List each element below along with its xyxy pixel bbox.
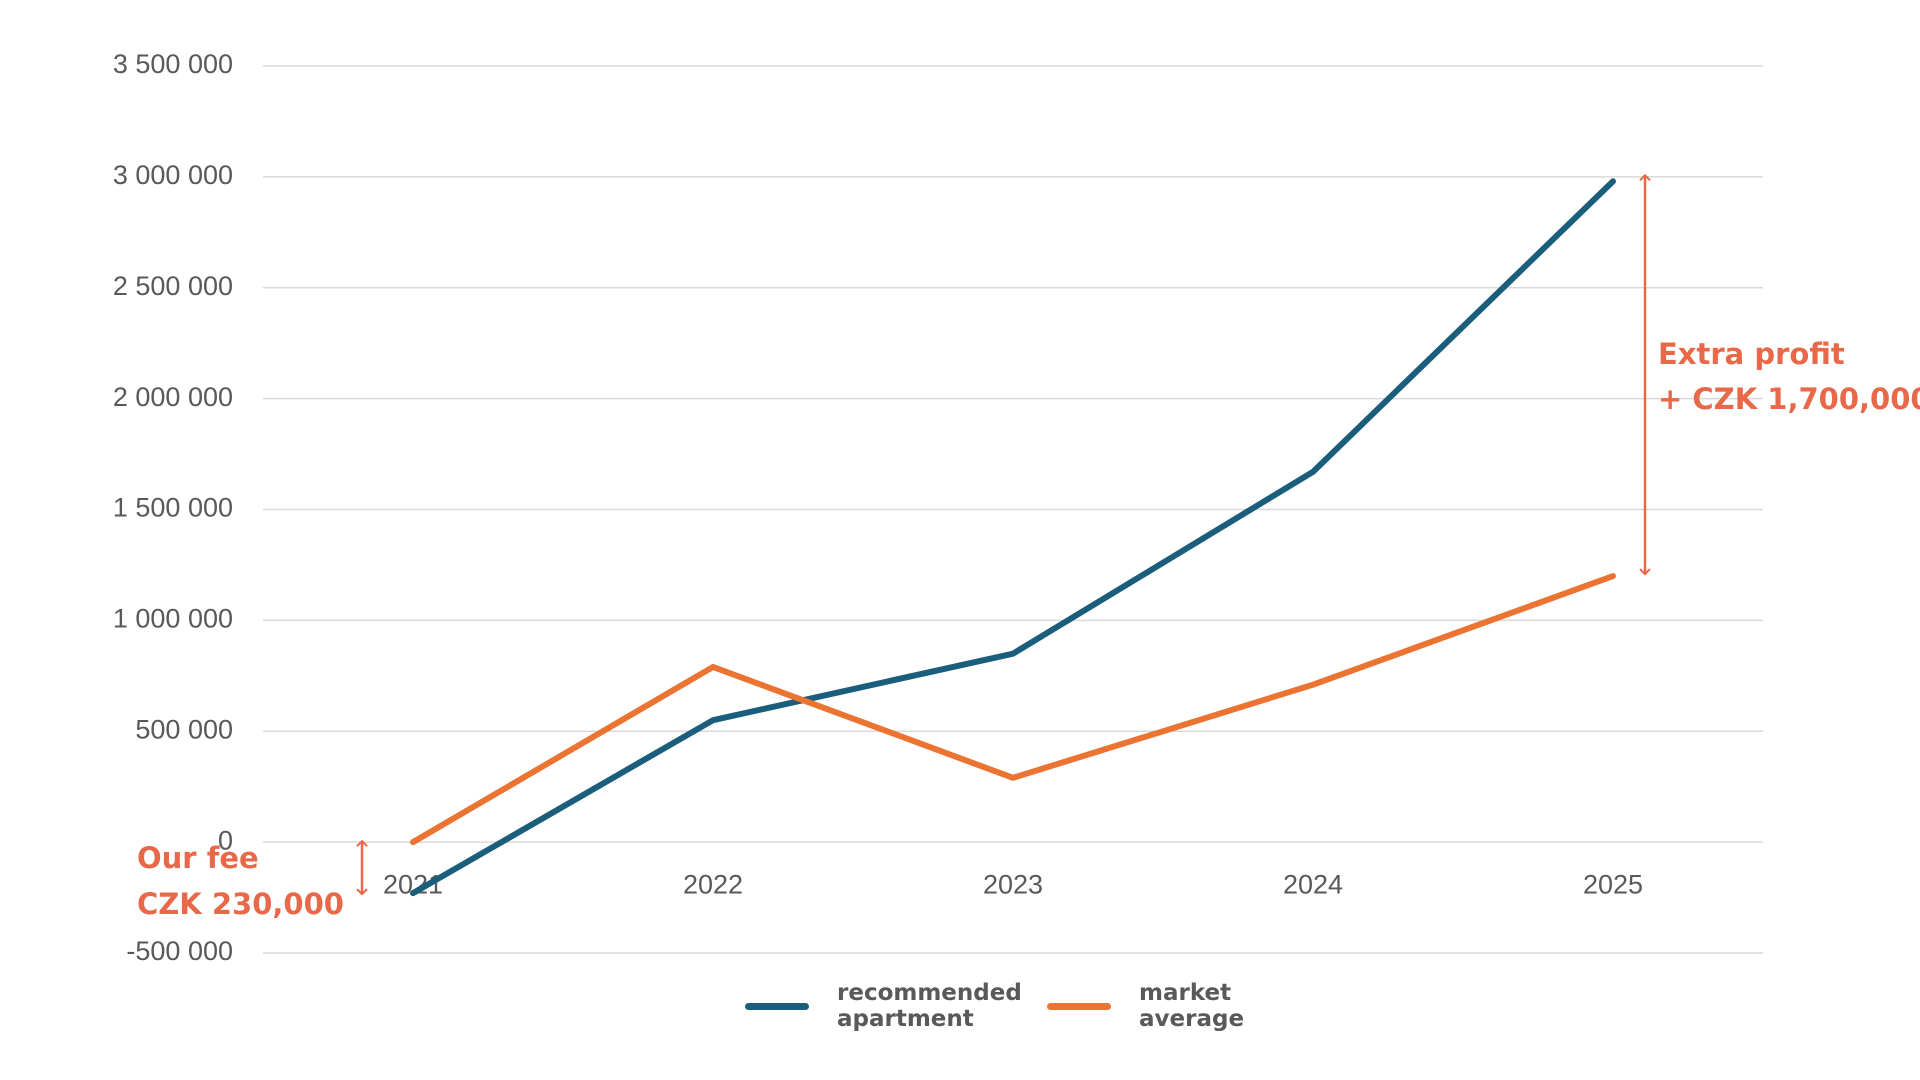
legend: recommended apartment market average [745, 980, 1319, 1032]
legend-item: recommended apartment [745, 980, 1022, 1032]
x-tick-label: 2025 [1583, 869, 1643, 899]
legend-label: market average [1139, 980, 1245, 1032]
annotation: CZK 230,000 [137, 887, 344, 921]
y-tick-label: 1 000 000 [113, 604, 233, 634]
data-line [410, 573, 1616, 846]
annotation: + CZK 1,700,000 [1658, 382, 1920, 416]
legend-item: market average [1047, 980, 1319, 1032]
legend-swatch [745, 1002, 809, 1010]
legend-swatch [1047, 1002, 1111, 1010]
x-tick-label: 2024 [1283, 869, 1343, 899]
y-tick-label: 3 000 000 [113, 160, 233, 190]
y-tick-label: 2 500 000 [113, 271, 233, 301]
y-tick-label: 2 000 000 [113, 382, 233, 412]
y-tick-label: 1 500 000 [113, 493, 233, 523]
y-tick-label: 3 500 000 [113, 49, 233, 79]
data-line [410, 178, 1616, 897]
y-tick-label: 0 [218, 825, 233, 855]
legend-label: recommended apartment [837, 980, 1022, 1032]
annotation: Our fee [137, 841, 259, 875]
y-tick-label: -500 000 [126, 936, 233, 966]
x-tick-label: 2023 [983, 869, 1043, 899]
annotation: Extra profit [1658, 337, 1845, 371]
x-tick-label: 2022 [683, 869, 743, 899]
y-tick-label: 500 000 [135, 714, 233, 744]
